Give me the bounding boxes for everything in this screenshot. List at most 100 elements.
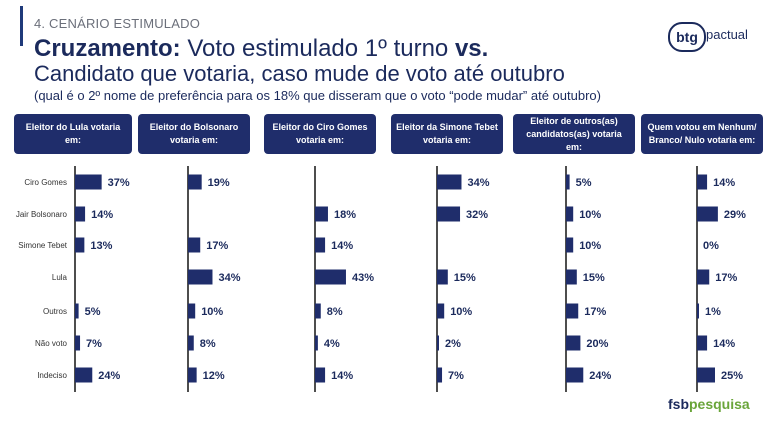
btg-logo-word: pactual <box>706 27 748 42</box>
category-label-4: Lula <box>52 273 68 282</box>
panel-header-6: Quem votou em Nenhum/ Branco/ Nulo votar… <box>641 114 763 154</box>
data-label-s4-7: 7% <box>448 370 464 382</box>
data-label-s2-1: 19% <box>208 177 230 189</box>
data-label-s2-7: 12% <box>203 370 225 382</box>
category-label-1: Ciro Gomes <box>24 178 67 187</box>
accent-bar <box>20 6 23 46</box>
bar-s5-n-o-voto <box>566 335 581 351</box>
bar-s3-jair-bolsonaro <box>315 206 328 222</box>
bar-s5-simone-tebet <box>566 237 574 253</box>
data-label-s1-2: 14% <box>91 209 113 221</box>
bar-s1-indeciso <box>75 367 93 383</box>
bar-s1-simone-tebet <box>75 237 85 253</box>
bar-s6-indeciso <box>697 367 715 383</box>
data-label-s4-6: 2% <box>445 338 461 350</box>
bar-s4-jair-bolsonaro <box>437 206 461 222</box>
bar-s5-outros <box>566 303 579 319</box>
data-label-s3-5: 8% <box>327 306 343 318</box>
data-label-s5-5: 17% <box>584 306 606 318</box>
bar-s4-n-o-voto <box>437 335 439 351</box>
title-rest: Voto estimulado 1º turno <box>180 35 455 62</box>
category-label-5: Outros <box>43 307 67 316</box>
data-label-s5-2: 10% <box>579 209 601 221</box>
bar-s4-ciro-gomes <box>437 174 462 190</box>
data-label-s1-7: 24% <box>98 370 120 382</box>
bar-s3-simone-tebet <box>315 237 326 253</box>
data-label-s2-3: 17% <box>206 240 228 252</box>
data-label-s4-1: 34% <box>467 177 489 189</box>
bar-s5-ciro-gomes <box>566 174 570 190</box>
panel-header-2: Eleitor do Bolsonaro votaria em: <box>138 114 250 154</box>
data-label-s1-3: 13% <box>90 240 112 252</box>
bar-s4-outros <box>437 303 445 319</box>
data-label-s2-5: 10% <box>201 306 223 318</box>
data-label-s3-6: 4% <box>324 338 340 350</box>
data-label-s2-4: 34% <box>218 272 240 284</box>
page-subtitle: (qual é o 2º nome de preferência para os… <box>34 88 601 103</box>
data-label-s5-1: 5% <box>576 177 592 189</box>
bar-s5-jair-bolsonaro <box>566 206 574 222</box>
section-label: 4. CENÁRIO ESTIMULADO <box>34 16 201 31</box>
category-label-2: Jair Bolsonaro <box>16 210 68 219</box>
category-label-6: Não voto <box>35 339 68 348</box>
bar-s4-indeciso <box>437 367 443 383</box>
data-label-s5-6: 20% <box>586 338 608 350</box>
category-label-3: Simone Tebet <box>18 241 68 250</box>
btg-logo-mark: btg <box>668 22 706 52</box>
title-vs: vs. <box>454 35 489 62</box>
data-label-s3-3: 14% <box>331 240 353 252</box>
data-label-s4-4: 15% <box>454 272 476 284</box>
fsb-logo-part2: pesquisa <box>689 396 750 412</box>
bar-s5-indeciso <box>566 367 584 383</box>
data-label-s1-1: 37% <box>108 177 130 189</box>
title-bold: Cruzamento: <box>34 35 181 62</box>
data-label-s6-4: 17% <box>715 272 737 284</box>
panel-header-5: Eleitor de outros(as) candidatos(as) vot… <box>513 114 635 154</box>
category-label-7: Indeciso <box>37 371 67 380</box>
bar-s2-lula <box>188 269 213 285</box>
bar-s3-n-o-voto <box>315 335 318 351</box>
bar-s2-outros <box>188 303 196 319</box>
data-label-s1-6: 7% <box>86 338 102 350</box>
data-label-s6-1: 14% <box>713 177 735 189</box>
panel-header-3: Eleitor do Ciro Gomes votaria em: <box>264 114 376 154</box>
data-label-s5-7: 24% <box>589 370 611 382</box>
panel-header-4: Eleitor da Simone Tebet votaria em: <box>391 114 503 154</box>
page-title: Cruzamento: Voto estimulado 1º turno vs. <box>34 36 488 62</box>
data-label-s6-5: 1% <box>705 306 721 318</box>
page-title-line2: Candidato que votaria, caso mude de voto… <box>34 61 565 86</box>
fsb-pesquisa-logo: fsbpesquisa <box>668 396 750 412</box>
bar-s6-jair-bolsonaro <box>697 206 718 222</box>
bar-s3-lula <box>315 269 346 285</box>
btg-pactual-logo: btg pactual <box>668 22 748 52</box>
bar-s1-jair-bolsonaro <box>75 206 86 222</box>
bar-s3-indeciso <box>315 367 326 383</box>
bar-s6-lula <box>697 269 710 285</box>
bar-s4-lula <box>437 269 448 285</box>
bar-s6-n-o-voto <box>697 335 708 351</box>
bar-s1-ciro-gomes <box>75 174 102 190</box>
bar-s2-n-o-voto <box>188 335 194 351</box>
bar-s6-ciro-gomes <box>697 174 708 190</box>
bar-s5-lula <box>566 269 577 285</box>
bar-s6-outros <box>697 303 699 319</box>
data-label-s1-5: 5% <box>85 306 101 318</box>
bar-s3-outros <box>315 303 321 319</box>
fsb-logo-part1: fsb <box>668 396 689 412</box>
data-label-s3-4: 43% <box>352 272 374 284</box>
data-label-s6-3: 0% <box>703 240 719 252</box>
data-label-s6-6: 14% <box>713 338 735 350</box>
data-label-s3-7: 14% <box>331 370 353 382</box>
bar-s2-simone-tebet <box>188 237 201 253</box>
data-label-s5-3: 10% <box>579 240 601 252</box>
panel-header-1: Eleitor do Lula votaria em: <box>14 114 132 154</box>
bar-s1-outros <box>75 303 79 319</box>
bar-s2-ciro-gomes <box>188 174 202 190</box>
data-label-s6-7: 25% <box>721 370 743 382</box>
data-label-s6-2: 29% <box>724 209 746 221</box>
bar-s2-indeciso <box>188 367 197 383</box>
data-label-s4-5: 10% <box>450 306 472 318</box>
bar-s1-n-o-voto <box>75 335 81 351</box>
data-label-s4-2: 32% <box>466 209 488 221</box>
